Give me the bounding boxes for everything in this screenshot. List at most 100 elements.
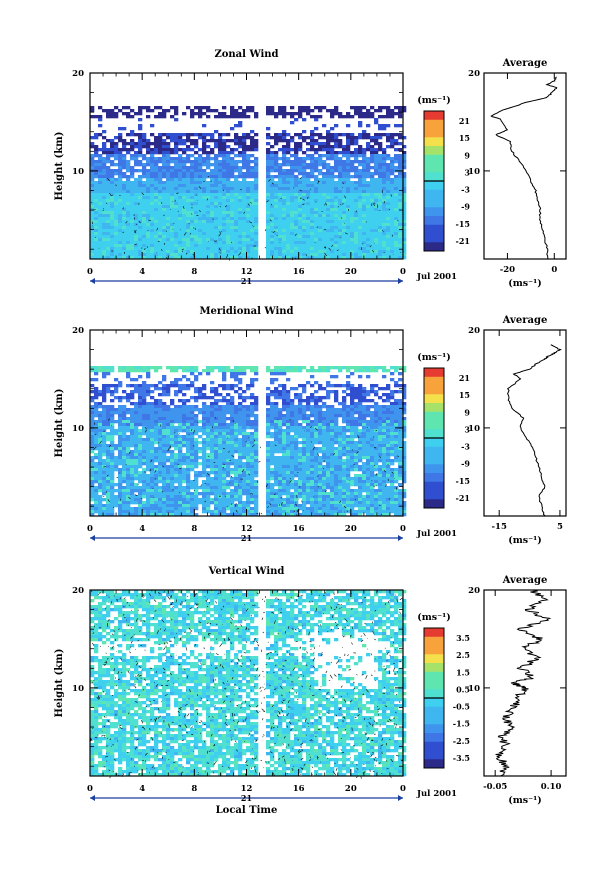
colorbar-segment bbox=[424, 750, 444, 760]
colorbar-segment bbox=[424, 689, 444, 699]
day-bar-arrow-left bbox=[90, 535, 95, 541]
x-tick-label: 20 bbox=[345, 267, 357, 277]
average-profile: Average 10 20 -15 5 (ms⁻¹) bbox=[468, 315, 567, 546]
x-tick-label: 8 bbox=[191, 784, 197, 794]
colorbar-segment bbox=[424, 163, 444, 173]
x-tick-label: 4 bbox=[139, 267, 145, 277]
colorbar-segment bbox=[424, 146, 444, 156]
date-label: Jul 2001 bbox=[416, 789, 457, 799]
panel-1: Meridional Wind Height (km) 10 20 0 4 8 12 16 20 0… bbox=[54, 306, 567, 546]
contour-lines bbox=[90, 176, 404, 261]
x-tick-label: 12 bbox=[241, 267, 253, 277]
colorbar-segment bbox=[424, 403, 444, 413]
colorbar-segment bbox=[424, 181, 444, 191]
profile-x-tick-label: -15 bbox=[492, 522, 507, 532]
profile-line bbox=[495, 589, 552, 777]
colorbar-segment bbox=[424, 499, 444, 509]
colorbar-tick-label: 15 bbox=[459, 133, 470, 143]
colorbar-segment bbox=[424, 224, 444, 234]
profile-x-label: (ms⁻¹) bbox=[508, 278, 542, 289]
colorbar-segment bbox=[424, 119, 444, 129]
y-tick-label: 10 bbox=[72, 167, 84, 177]
colorbar-segment bbox=[424, 233, 444, 243]
contour-lines bbox=[89, 589, 404, 779]
x-tick-label: 4 bbox=[139, 784, 145, 794]
colorbar-segment bbox=[424, 671, 444, 681]
average-profile: Average 10 20 -0.05 0.10 (ms⁻¹) bbox=[468, 575, 567, 806]
colorbar-segment bbox=[424, 645, 444, 655]
colorbar-tick-label: 2.5 bbox=[456, 650, 470, 660]
profile-x-tick-label: 0 bbox=[551, 265, 557, 275]
x-tick-label: 16 bbox=[293, 267, 305, 277]
x-tick-label: 0 bbox=[87, 524, 93, 534]
profile-x-tick-label: -20 bbox=[500, 265, 515, 275]
panel-title: Vertical Wind bbox=[208, 566, 285, 577]
colorbar-tick-label: -21 bbox=[456, 236, 470, 246]
day-bar-arrow-left bbox=[90, 278, 95, 284]
colorbar-segment bbox=[424, 198, 444, 208]
profile-frame bbox=[483, 589, 567, 777]
x-tick-label: 12 bbox=[241, 784, 253, 794]
y-tick-label: 20 bbox=[72, 69, 84, 79]
profile-title: Average bbox=[502, 575, 548, 586]
x-tick-label: 16 bbox=[293, 524, 305, 534]
colorbar-tick-label: -3 bbox=[461, 442, 470, 452]
colorbar-unit: (ms⁻¹) bbox=[417, 95, 451, 106]
profile-x-tick-label: 0.10 bbox=[541, 782, 562, 792]
colorbar-segment bbox=[424, 429, 444, 439]
profile-frame bbox=[483, 72, 567, 260]
profile-x-label: (ms⁻¹) bbox=[508, 795, 542, 806]
x-tick-label: 20 bbox=[345, 784, 357, 794]
colorbar-segment bbox=[424, 111, 444, 121]
date-label: Jul 2001 bbox=[416, 272, 457, 282]
profile-y-tick-label: 20 bbox=[468, 69, 480, 79]
profile-x-tick-label: 5 bbox=[557, 522, 563, 532]
x-tick-label: 12 bbox=[241, 524, 253, 534]
y-tick-label: 20 bbox=[72, 326, 84, 336]
colorbar-tick-label: 0.5 bbox=[456, 684, 470, 694]
colorbar-segment bbox=[424, 473, 444, 483]
day-bar-arrow-right bbox=[398, 795, 403, 801]
y-tick-label: 10 bbox=[72, 424, 84, 434]
y-axis-label: Height (km) bbox=[54, 389, 65, 458]
colorbar-tick-label: -1.5 bbox=[453, 719, 470, 729]
colorbar-segment bbox=[424, 490, 444, 500]
colorbar-segment bbox=[424, 172, 444, 182]
profile-y-tick-label: 10 bbox=[468, 167, 480, 177]
colorbar-segment bbox=[424, 242, 444, 252]
y-tick-label: 20 bbox=[72, 586, 84, 596]
colorbar-segment bbox=[424, 654, 444, 664]
x-tick-label: 0 bbox=[87, 784, 93, 794]
day-label: 21 bbox=[241, 793, 252, 803]
colorbar-segment bbox=[424, 216, 444, 226]
x-tick-label: 16 bbox=[293, 784, 305, 794]
colorbar-segment bbox=[424, 368, 444, 378]
colorbar-segment bbox=[424, 376, 444, 386]
colorbar-segment bbox=[424, 663, 444, 673]
x-tick-label: 4 bbox=[139, 524, 145, 534]
colorbar-unit: (ms⁻¹) bbox=[417, 612, 451, 623]
x-tick-label: 0 bbox=[400, 784, 406, 794]
colorbar-segment bbox=[424, 759, 444, 769]
colorbar-segment bbox=[424, 411, 444, 421]
heatmap-cells bbox=[90, 366, 407, 517]
colorbar-segment bbox=[424, 128, 444, 138]
panel-title: Zonal Wind bbox=[214, 49, 278, 60]
colorbar-tick-label: 9 bbox=[464, 150, 470, 160]
y-axis-label: Height (km) bbox=[54, 132, 65, 201]
profile-line bbox=[490, 76, 558, 260]
x-tick-label: 8 bbox=[191, 267, 197, 277]
profile-line bbox=[506, 344, 562, 517]
day-bar-arrow-left bbox=[90, 795, 95, 801]
y-tick-label: 10 bbox=[72, 684, 84, 694]
colorbar-tick-label: -21 bbox=[456, 493, 470, 503]
colorbar-segment bbox=[424, 207, 444, 217]
colorbar-segment bbox=[424, 733, 444, 743]
profile-title: Average bbox=[502, 315, 548, 326]
colorbar-tick-label: 15 bbox=[459, 390, 470, 400]
average-profile: Average 10 20 -20 0 (ms⁻¹) bbox=[468, 58, 567, 289]
colorbar-tick-label: -2.5 bbox=[453, 736, 470, 746]
colorbar-segment bbox=[424, 189, 444, 199]
colorbar-segment bbox=[424, 446, 444, 456]
panel-title: Meridional Wind bbox=[199, 306, 293, 317]
